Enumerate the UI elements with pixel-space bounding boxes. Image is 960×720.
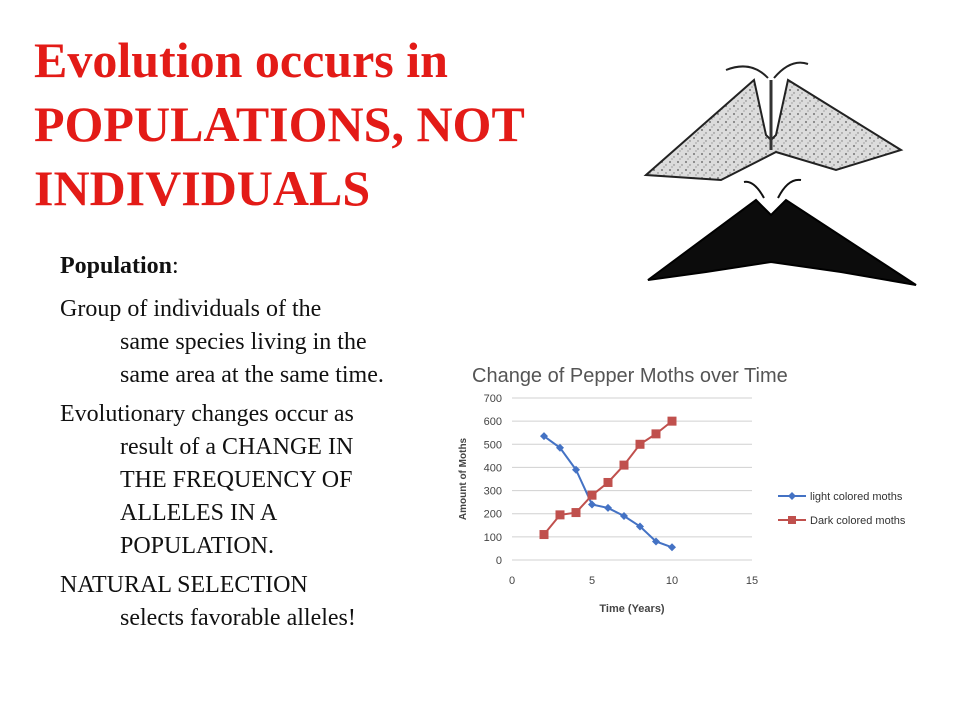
selection-line-2: selects favorable alleles!	[120, 605, 356, 631]
light-moth-icon	[643, 61, 904, 182]
definition-line-1: Group of individuals of the	[60, 296, 322, 322]
y-tick-label: 600	[484, 416, 502, 428]
x-tick-label: 5	[589, 575, 595, 587]
chart-title: Change of Pepper Moths over Time	[472, 365, 788, 387]
peppered-moth-illustration	[636, 40, 922, 302]
data-point-diamond	[604, 503, 612, 512]
data-point-diamond	[588, 500, 596, 509]
dark-moth-icon	[647, 178, 917, 286]
chart-svg: Change of Pepper Moths over Time Amount …	[458, 365, 906, 615]
x-axis-label: Time (Years)	[599, 603, 665, 615]
data-point-diamond	[668, 543, 676, 552]
evolution-line-2: result of a CHANGE IN	[120, 434, 354, 460]
evolution-line-4: ALLELES IN A	[120, 500, 278, 526]
legend-marker	[788, 492, 796, 500]
slide-body: Population: Group of individuals of the …	[60, 250, 450, 720]
population-colon: :	[172, 253, 179, 279]
y-axis-label: Amount of Moths	[458, 437, 469, 520]
legend-label: light colored moths	[810, 491, 903, 503]
y-tick-label: 200	[484, 509, 502, 521]
y-tick-label: 700	[484, 393, 502, 405]
y-tick-label: 500	[484, 439, 502, 451]
data-point-diamond	[556, 443, 564, 452]
title-line-3: INDIVIDUALS	[34, 160, 371, 216]
title-line-1: Evolution occurs in	[34, 32, 448, 88]
data-point-square	[555, 510, 565, 520]
evolution-line-5: POPULATION.	[120, 533, 275, 559]
series-line-1	[543, 435, 673, 549]
data-point-square	[603, 477, 613, 487]
data-point-diamond	[652, 537, 660, 546]
y-tick-label: 100	[484, 532, 502, 544]
data-point-square	[635, 439, 645, 449]
population-heading: Population:	[60, 250, 450, 283]
pepper-moth-chart: Change of Pepper Moths over Time Amount …	[446, 340, 930, 630]
data-point-diamond	[620, 512, 628, 521]
slide-title: Evolution occurs in POPULATIONS, NOT IND…	[34, 28, 634, 220]
x-tick-label: 15	[746, 575, 758, 587]
x-tick-label: 10	[666, 575, 678, 587]
population-label: Population	[60, 253, 173, 279]
y-tick-label: 300	[484, 486, 502, 498]
y-tick-label: 0	[496, 555, 502, 567]
definition-line-3: same area at the same time.	[120, 362, 384, 388]
data-point-diamond	[572, 465, 580, 474]
selection-paragraph: NATURAL SELECTION selects favorable alle…	[60, 569, 450, 635]
definition-line-2: same species living in the	[120, 329, 367, 355]
evolution-line-1: Evolutionary changes occur as	[60, 401, 354, 427]
definition-paragraph: Group of individuals of the same species…	[60, 293, 450, 392]
data-point-diamond	[540, 432, 548, 441]
legend-marker	[788, 516, 796, 524]
data-point-square	[587, 490, 597, 500]
data-point-square	[667, 416, 677, 426]
data-point-square	[651, 429, 661, 439]
data-point-diamond	[636, 522, 644, 531]
legend-label: Dark colored moths	[810, 515, 906, 527]
evolution-line-3: THE FREQUENCY OF	[120, 467, 353, 493]
selection-line-1: NATURAL SELECTION	[60, 572, 308, 598]
y-tick-label: 400	[484, 462, 502, 474]
data-point-square	[619, 460, 629, 470]
evolution-paragraph: Evolutionary changes occur as result of …	[60, 398, 450, 563]
x-tick-label: 0	[509, 575, 515, 587]
title-line-2: POPULATIONS, NOT	[34, 96, 525, 152]
data-point-square	[539, 530, 549, 540]
data-point-square	[571, 508, 581, 518]
